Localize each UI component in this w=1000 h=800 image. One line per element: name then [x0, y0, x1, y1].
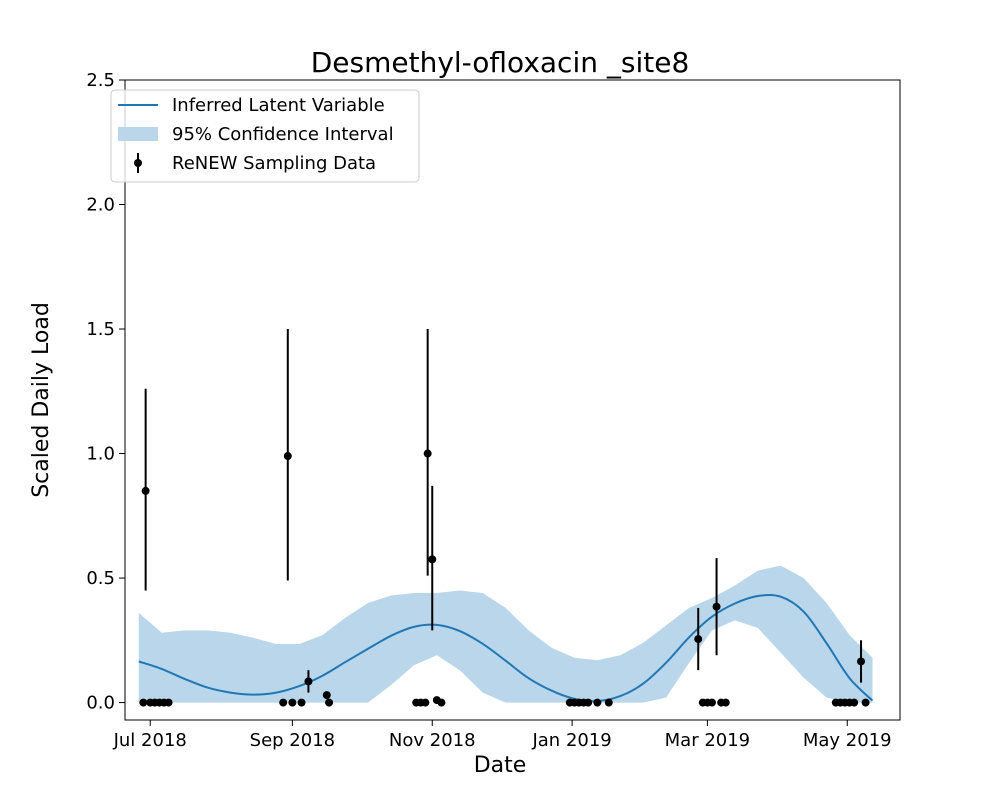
sample-point	[325, 698, 334, 707]
x-axis-label: Date	[474, 753, 527, 778]
sample-point	[428, 555, 437, 564]
sample-point	[712, 602, 721, 611]
y-tick-label: 2.0	[86, 195, 115, 216]
sample-point	[288, 698, 297, 707]
plot-area	[124, 79, 901, 721]
sample-point	[297, 698, 306, 707]
latent-line-layer	[138, 593, 874, 703]
x-tick-label: Jan 2019	[531, 730, 611, 751]
sample-point	[584, 698, 593, 707]
sample-point	[437, 698, 446, 707]
sample-point	[141, 486, 150, 495]
y-tick-label: 0.5	[86, 568, 115, 589]
sample-points-layer	[139, 329, 870, 707]
x-tick-label: May 2019	[803, 730, 892, 751]
confidence-band-layer	[138, 565, 873, 703]
legend: Inferred Latent Variable 95% Confidence …	[110, 89, 420, 183]
x-tick-label: Mar 2019	[665, 730, 751, 751]
sample-point	[707, 698, 716, 707]
legend-point-swatch	[134, 159, 142, 167]
x-tick-label: Sep 2018	[250, 730, 335, 751]
chart-title: Desmethyl-ofloxacin _site8	[311, 46, 690, 79]
y-tick-label: 2.5	[86, 70, 115, 91]
sample-point	[421, 698, 430, 707]
sample-point	[604, 698, 613, 707]
legend-entry-ci: 95% Confidence Interval	[172, 124, 394, 145]
x-tick-label: Jul 2018	[113, 730, 187, 751]
sample-point	[861, 698, 870, 707]
sample-point	[322, 691, 331, 700]
x-axis-ticks: Jul 2018 Sep 2018 Nov 2018 Jan 2019 Mar 2019…	[113, 720, 892, 751]
x-tick-label: Nov 2018	[389, 730, 476, 751]
latent-variable-line	[138, 593, 874, 703]
sample-point	[721, 698, 730, 707]
y-tick-label: 1.5	[86, 319, 115, 340]
y-tick-label: 0.0	[86, 693, 115, 714]
legend-band-swatch	[118, 127, 158, 141]
sample-point	[283, 452, 292, 461]
sample-point	[164, 698, 173, 707]
sample-point	[593, 698, 602, 707]
y-axis-ticks: 0.0 0.5 1.0 1.5 2.0 2.5	[86, 70, 125, 714]
sample-point	[850, 698, 859, 707]
sample-point	[279, 698, 288, 707]
y-axis-label: Scaled Daily Load	[29, 302, 54, 498]
sample-point	[304, 677, 313, 686]
y-tick-label: 1.0	[86, 444, 115, 465]
plot-frame	[124, 79, 901, 721]
legend-box	[110, 89, 420, 183]
confidence-band	[138, 565, 873, 703]
sample-point	[857, 657, 866, 666]
legend-entry-samples: ReNEW Sampling Data	[172, 153, 376, 174]
sample-point	[423, 449, 432, 458]
legend-entry-latent: Inferred Latent Variable	[172, 95, 385, 116]
sample-point	[694, 635, 703, 644]
sample-point	[139, 698, 148, 707]
